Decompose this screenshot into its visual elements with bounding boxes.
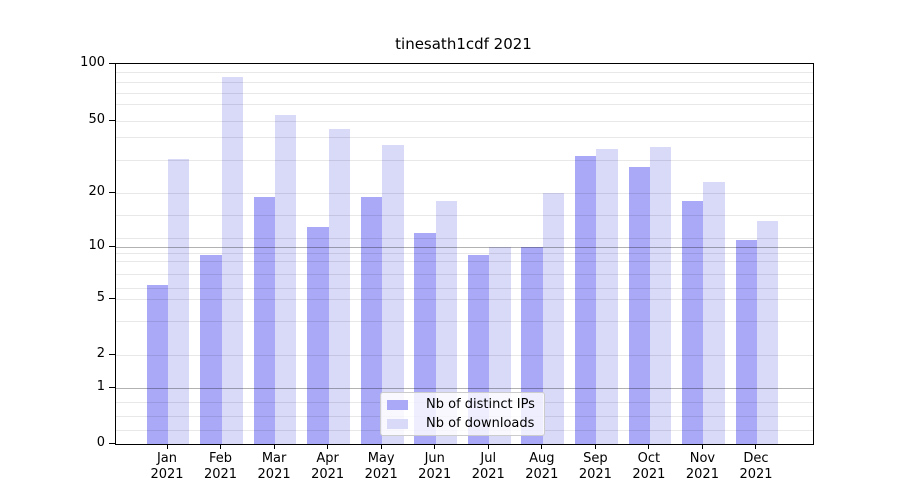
legend-swatch-downloads-icon [387, 418, 408, 429]
bar-downloads-sep [596, 149, 618, 444]
bar-downloads-jun [435, 201, 458, 444]
y-tick-label: 10 [88, 238, 105, 253]
gridline-minor [116, 82, 813, 83]
y-tick-label: 2 [96, 346, 105, 361]
bar-downloads-mar [275, 114, 297, 444]
bar-distinct-ips-may [360, 196, 383, 444]
gridline-minor [116, 72, 813, 73]
x-tick-label: Feb 2021 [203, 451, 238, 482]
gridline-minor [116, 238, 813, 239]
y-tick-label: 1 [96, 379, 105, 394]
x-tick-label: Aug 2021 [525, 451, 559, 482]
bar-distinct-ips-apr [307, 226, 329, 444]
gridline-major [116, 247, 813, 248]
y-tick-label: 100 [80, 55, 105, 70]
x-tick-mark [166, 444, 168, 449]
bar-distinct-ips-sep [574, 156, 597, 444]
x-tick-label: Jan 2021 [150, 451, 184, 482]
legend-label-downloads: Nb of downloads [426, 416, 535, 431]
x-tick-label: Oct 2021 [632, 451, 666, 482]
gridline-minor [116, 137, 813, 138]
x-tick-label: Jun 2021 [418, 451, 452, 482]
gridline-minor [116, 299, 813, 300]
chart-title: tinesath1cdf 2021 [395, 35, 532, 53]
x-tick-mark [220, 444, 222, 449]
gridline-minor [116, 321, 813, 322]
bar-distinct-ips-oct [628, 166, 650, 444]
gridline-minor [116, 355, 813, 356]
y-tick-mark [109, 246, 115, 247]
x-tick-mark [648, 444, 650, 449]
y-tick-label: 5 [96, 290, 105, 305]
bar-distinct-ips-nov [682, 201, 704, 444]
y-tick-mark [109, 443, 115, 444]
gridline-minor [116, 193, 813, 194]
x-tick-label: Jul 2021 [471, 451, 505, 482]
bar-downloads-feb [221, 77, 243, 444]
y-tick-label: 20 [88, 184, 105, 199]
y-tick-mark [109, 63, 115, 64]
plot-area [115, 63, 814, 445]
gridline-minor [116, 288, 813, 289]
y-tick-mark [109, 120, 115, 121]
legend-label-distinct-ips: Nb of distinct IPs [426, 397, 535, 412]
gridline-minor [116, 160, 813, 161]
x-tick-label: May 2021 [364, 451, 398, 482]
bar-distinct-ips-mar [253, 196, 276, 444]
y-tick-label: 0 [96, 435, 105, 450]
gridline-major [116, 388, 813, 389]
x-tick-mark [327, 444, 329, 449]
legend-item-downloads: Nb of downloads [387, 415, 538, 433]
gridline-minor [116, 104, 813, 105]
bar-downloads-nov [703, 182, 725, 444]
gridline-minor [116, 215, 813, 216]
x-tick-mark [380, 444, 382, 449]
bar-distinct-ips-jun [414, 232, 436, 444]
gridline-minor [116, 261, 813, 262]
bar-downloads-may [382, 144, 404, 444]
bar-distinct-ips-jan [146, 285, 168, 444]
y-tick-mark [109, 387, 115, 388]
y-tick-mark [109, 354, 115, 355]
x-tick-label: Apr 2021 [311, 451, 345, 482]
gridline-minor [116, 121, 813, 122]
bar-downloads-oct [649, 146, 672, 444]
gridline-minor [116, 274, 813, 275]
gridline-minor [116, 93, 813, 94]
legend: Nb of distinct IPs Nb of downloads [380, 392, 545, 436]
legend-swatch-distinct-ips-icon [387, 399, 408, 410]
y-tick-mark [109, 298, 115, 299]
bar-downloads-aug [542, 193, 565, 444]
bar-downloads-jan [168, 158, 190, 444]
x-tick-mark [755, 444, 757, 449]
x-tick-mark [594, 444, 596, 449]
x-tick-mark [273, 444, 275, 449]
gridline-minor [116, 253, 813, 254]
x-tick-label: Nov 2021 [685, 451, 719, 482]
x-tick-mark [541, 444, 543, 449]
bar-downloads-dec [756, 220, 779, 444]
x-tick-mark [701, 444, 703, 449]
legend-item-distinct-ips: Nb of distinct IPs [387, 396, 538, 414]
y-tick-label: 50 [88, 112, 105, 127]
x-tick-mark [487, 444, 489, 449]
y-tick-mark [109, 192, 115, 193]
x-tick-label: Mar 2021 [257, 451, 291, 482]
x-tick-label: Dec 2021 [739, 451, 773, 482]
bar-distinct-ips-dec [735, 239, 757, 444]
x-tick-mark [434, 444, 436, 449]
x-tick-label: Sep 2021 [578, 451, 612, 482]
bar-distinct-ips-feb [200, 254, 222, 444]
bar-downloads-apr [328, 129, 351, 444]
